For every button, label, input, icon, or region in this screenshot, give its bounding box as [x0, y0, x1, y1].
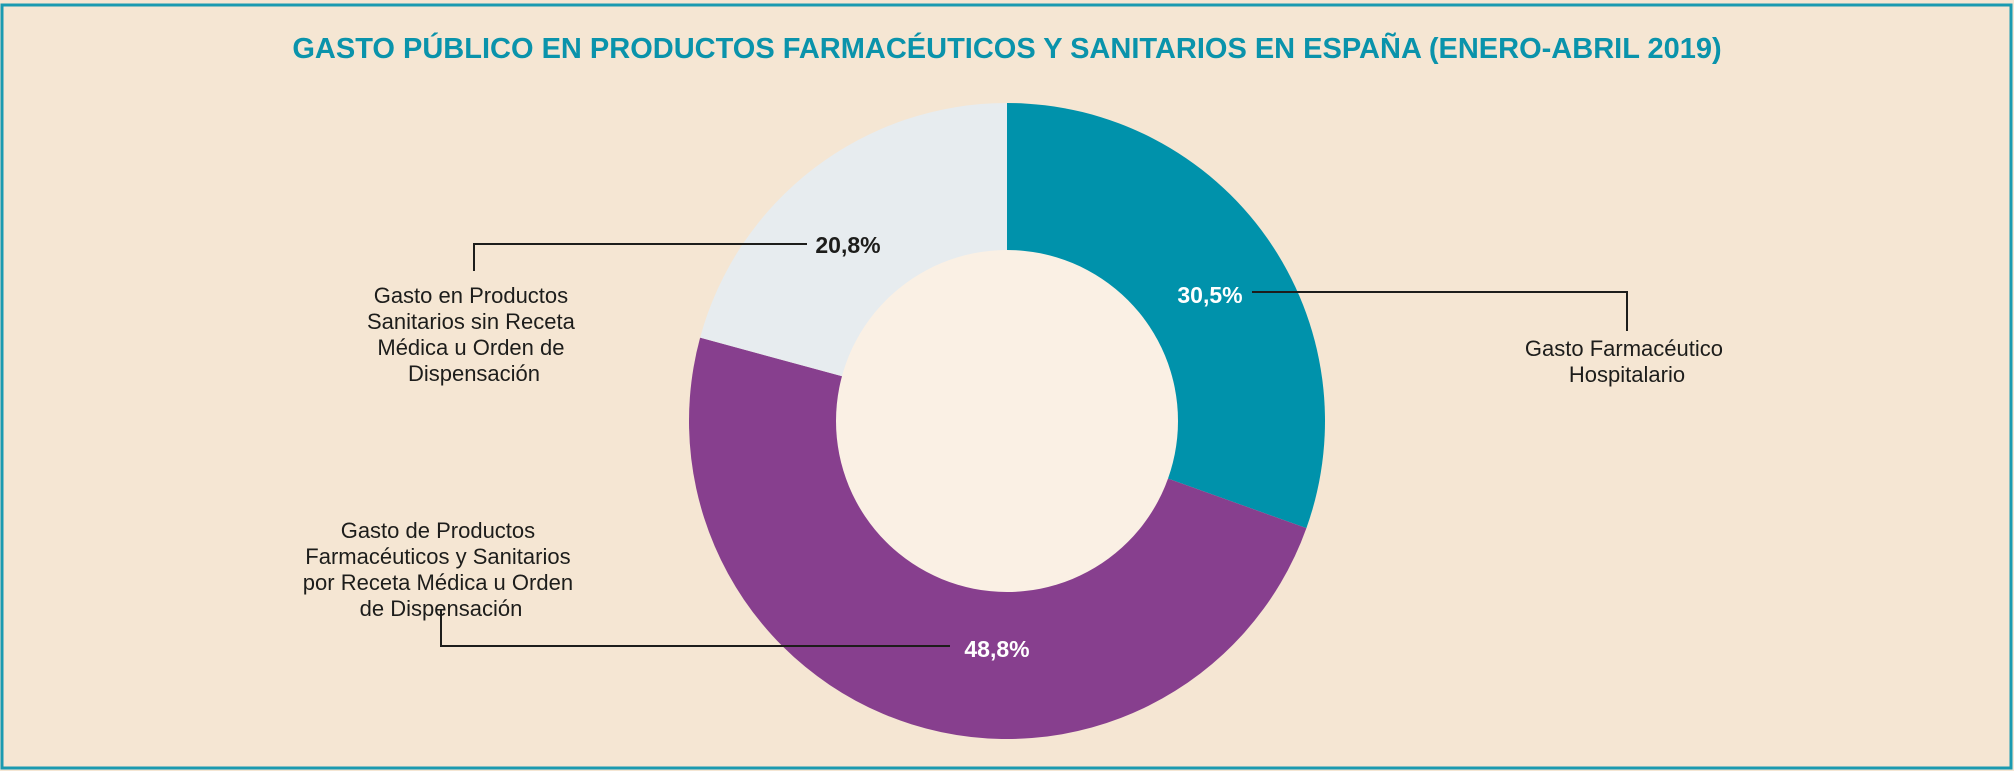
- slice-label-sin-receta: Gasto en Productos Sanitarios sin Receta…: [367, 283, 581, 386]
- leader-line-receta: [440, 610, 950, 647]
- slice-label-hospitalario: Gasto Farmacéutico Hospitalario: [1525, 336, 1729, 387]
- data-label-hospitalario: 30,5%: [1177, 282, 1242, 308]
- data-label-receta: 48,8%: [964, 636, 1029, 662]
- chart-title: GASTO PÚBLICO EN PRODUCTOS FARMACÉUTICOS…: [292, 31, 1721, 65]
- slice-label-receta: Gasto de Productos Farmacéuticos y Sanit…: [303, 518, 579, 621]
- leader-line-sin-receta: [473, 243, 807, 271]
- data-label-sin-receta: 20,8%: [815, 232, 880, 258]
- donut-hole: [836, 250, 1178, 592]
- leader-line-hospitalario: [1252, 291, 1628, 331]
